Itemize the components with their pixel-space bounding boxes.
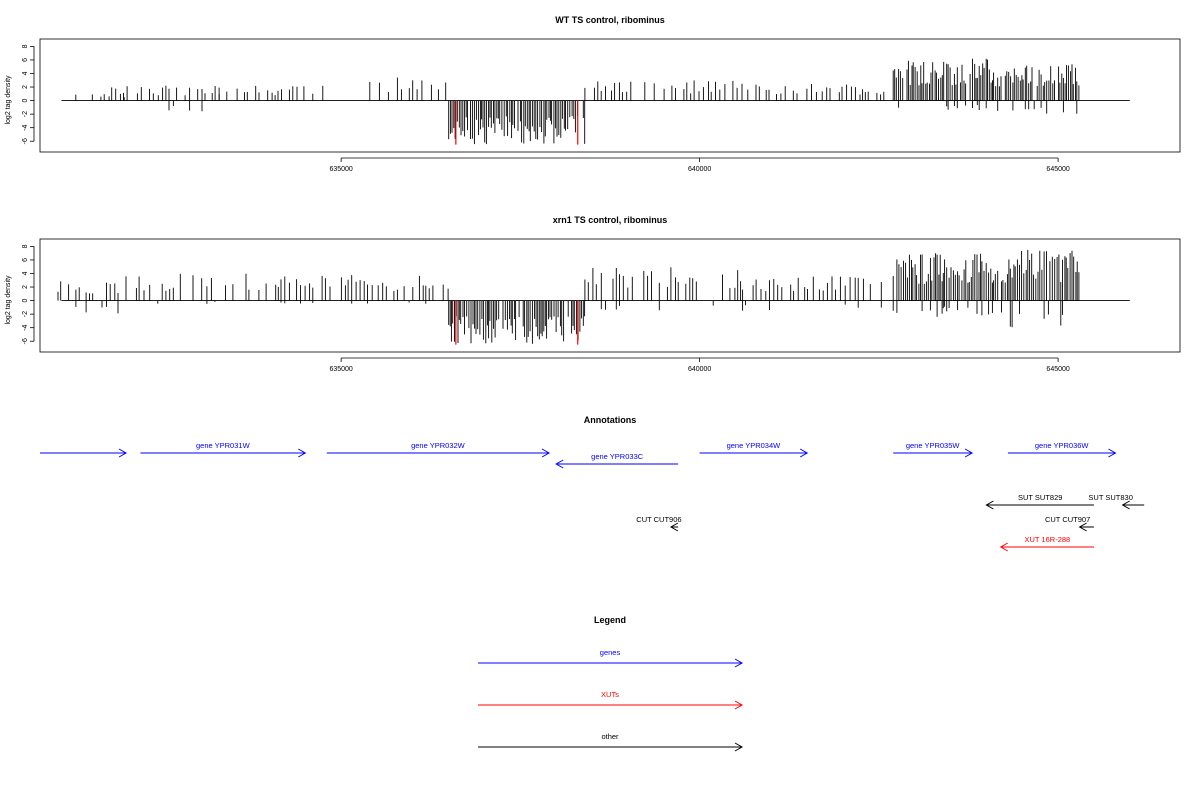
annotation-label: CUT CUT906	[636, 515, 681, 524]
panel-wt: WT TS control, ribominus log2 tag densit…	[5, 15, 1181, 173]
annotation-arrow-head	[999, 542, 1009, 552]
annotation-arrow-head	[118, 448, 128, 458]
x-axis: 635000 640000 645000	[329, 357, 1070, 373]
legend-label: XUTs	[601, 690, 619, 699]
legend-label: genes	[600, 648, 621, 657]
panel-xrn1: xrn1 TS control, ribominus log2 tag dens…	[5, 215, 1181, 373]
annotation-arrow-head	[964, 448, 974, 458]
annotation-label: gene YPR031W	[196, 441, 251, 450]
y-tick-label: 2	[22, 85, 29, 89]
y-tick-label: -4	[22, 324, 29, 330]
y-tick-label: 0	[22, 299, 29, 303]
bar-group	[61, 58, 1130, 145]
y-tick-label: 0	[22, 99, 29, 103]
bar-group	[57, 249, 1130, 345]
annotation-label: SUT SUT829	[1018, 493, 1062, 502]
x-axis: 635000 640000 645000	[329, 157, 1070, 173]
legend-arrow-head	[734, 658, 744, 668]
y-tick-label: 6	[22, 58, 29, 62]
plot-frame	[39, 238, 1181, 353]
annotation-arrow-head	[799, 448, 809, 458]
y-tick-label: -2	[22, 311, 29, 317]
legend: Legend genes XUTs other	[478, 615, 744, 752]
panel-title: WT TS control, ribominus	[555, 15, 665, 25]
annotation-label: CUT CUT907	[1045, 515, 1090, 524]
legend-arrow-head	[734, 742, 744, 752]
y-tick-label: -6	[22, 138, 29, 144]
y-tick-label: 4	[22, 271, 29, 275]
y-tick-label: 6	[22, 258, 29, 262]
annotation-arrow-head	[541, 448, 551, 458]
y-axis-label: log2 tag density	[5, 75, 12, 125]
annotation-arrow-head	[298, 448, 307, 458]
annotation-arrow-head	[669, 522, 679, 532]
y-tick-label: 4	[22, 71, 29, 75]
annotation-label: gene YPR034W	[727, 441, 782, 450]
annotation-label: XUT 16R-288	[1024, 535, 1070, 544]
y-axis: -6 -4 -2 0 2 4 6 8	[22, 244, 35, 344]
y-tick-label: 8	[22, 244, 29, 248]
annotation-features: gene YPR031W gene YPR032W gene YPR033C gene…	[40, 441, 1145, 552]
annotation-arrow-head	[1121, 500, 1130, 510]
y-axis-label: log2 tag density	[5, 275, 12, 325]
annotation-arrow-head	[985, 500, 994, 510]
annotation-label: SUT SUT830	[1088, 493, 1132, 502]
x-tick-label: 635000	[329, 166, 352, 173]
annotation-arrow-head	[1078, 522, 1087, 532]
annotations-title: Annotations	[584, 415, 637, 425]
y-tick-label: -4	[22, 124, 29, 130]
x-tick-label: 640000	[688, 366, 711, 373]
legend-arrow-head	[734, 700, 744, 710]
annotation-label: gene YPR032W	[411, 441, 466, 450]
legend-label: other	[601, 732, 619, 741]
x-tick-label: 635000	[329, 366, 352, 373]
annotations-track: Annotations gene YPR031W gene YPR032Wgene…	[40, 415, 1145, 552]
y-axis: -6 -4 -2 0 2 4 6 8	[22, 44, 35, 144]
annotation-label: gene YPR033C	[591, 452, 644, 461]
annotation-arrow-head	[1108, 448, 1117, 458]
y-tick-label: 8	[22, 44, 29, 48]
y-tick-label: -6	[22, 338, 29, 344]
legend-title: Legend	[594, 615, 626, 625]
plot-frame	[39, 38, 1181, 153]
panel-title: xrn1 TS control, ribominus	[553, 215, 668, 225]
y-tick-label: 2	[22, 285, 29, 289]
legend-items: genes XUTs other	[478, 648, 744, 752]
x-tick-label: 640000	[688, 166, 711, 173]
y-tick-label: -2	[22, 111, 29, 117]
annotation-arrow-head	[555, 459, 564, 469]
annotation-label: gene YPR035W	[906, 441, 961, 450]
x-tick-label: 645000	[1046, 366, 1069, 373]
x-tick-label: 645000	[1046, 166, 1069, 173]
annotation-label: gene YPR036W	[1035, 441, 1090, 450]
